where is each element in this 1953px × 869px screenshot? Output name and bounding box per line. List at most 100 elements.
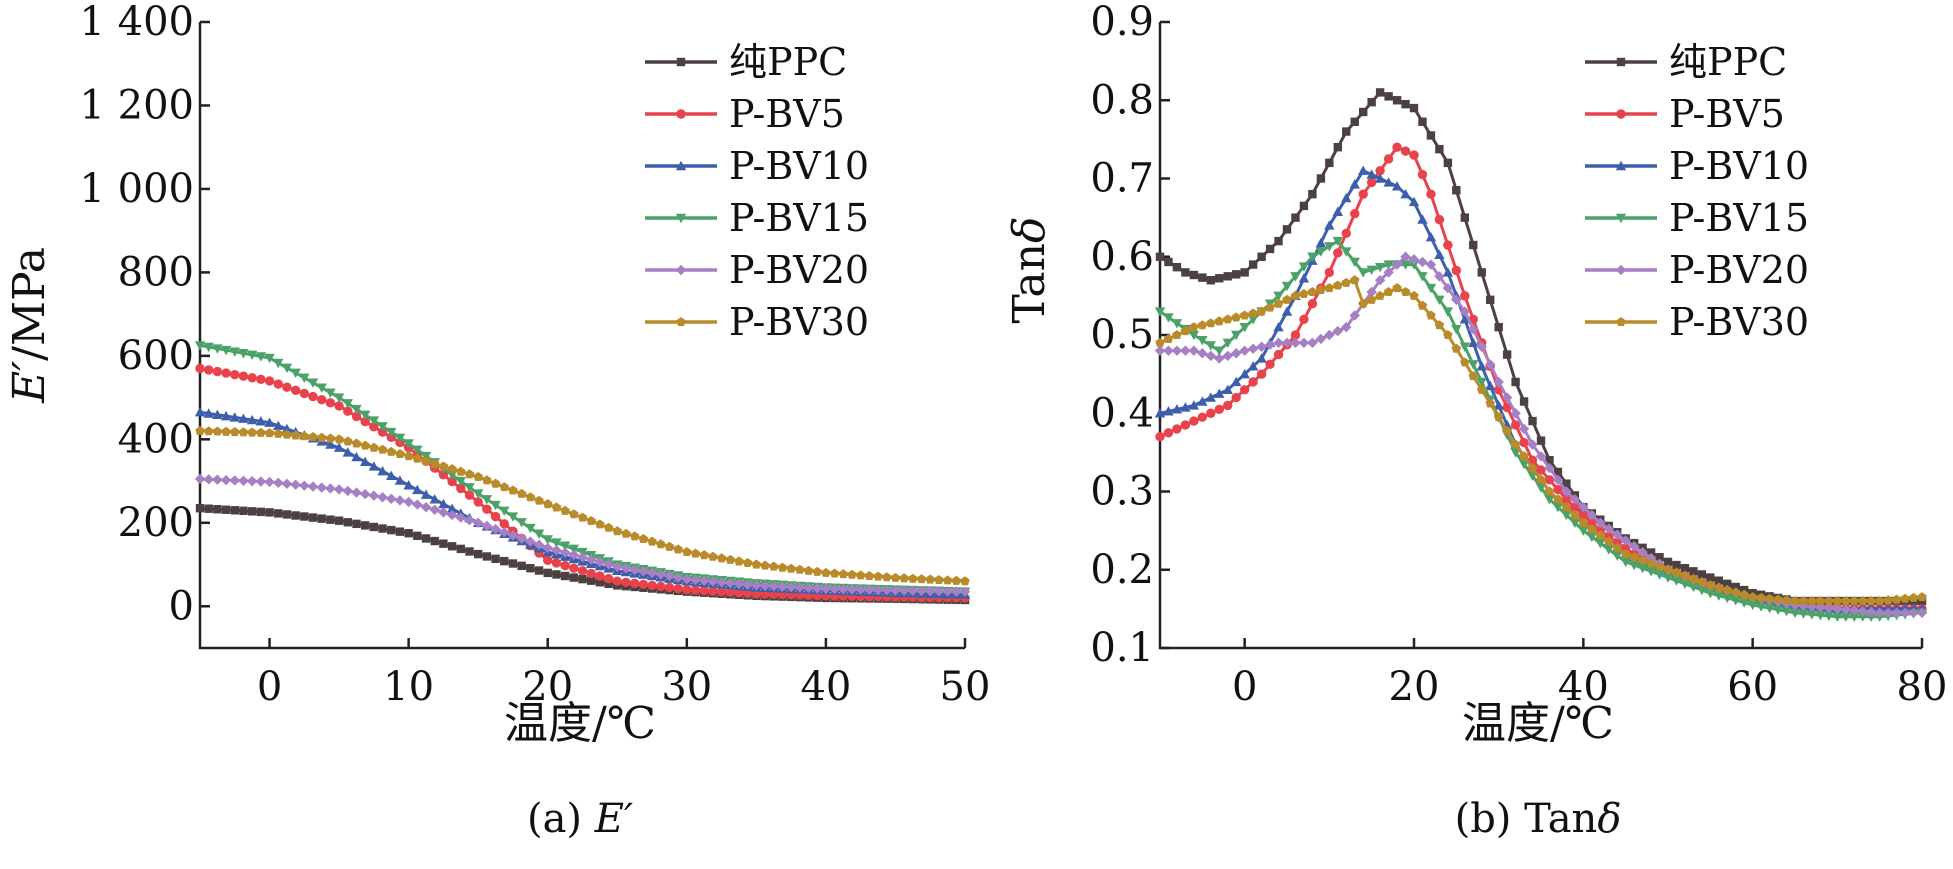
data-point — [473, 471, 483, 481]
data-point — [438, 507, 449, 518]
data-point — [1553, 467, 1563, 477]
chart-b-y-axis-text: Tan — [1004, 243, 1055, 324]
y-tick-label: 200 — [118, 500, 194, 546]
data-point — [1409, 150, 1419, 160]
data-point — [220, 474, 232, 486]
x-tick-label: 30 — [661, 664, 712, 710]
data-point — [1494, 322, 1503, 332]
data-point — [229, 475, 240, 486]
data-point — [490, 511, 501, 522]
data-point — [551, 544, 562, 556]
data-point — [1222, 350, 1233, 362]
data-point — [1772, 605, 1784, 615]
data-point — [481, 520, 493, 532]
data-point — [1189, 270, 1199, 280]
data-point — [516, 533, 527, 544]
data-point — [1374, 262, 1386, 273]
data-point — [265, 508, 274, 517]
data-point — [1205, 392, 1216, 402]
data-point — [1628, 560, 1640, 571]
data-point — [1874, 607, 1885, 618]
data-point — [1671, 576, 1682, 586]
data-point — [246, 350, 258, 361]
data-point — [290, 385, 301, 395]
data-point — [203, 342, 214, 353]
data-point — [1324, 267, 1335, 278]
data-point — [256, 507, 266, 517]
data-point — [647, 580, 657, 591]
chart-b-x-axis-title: 温度/℃ — [1462, 698, 1614, 749]
data-point — [1408, 260, 1420, 270]
data-point — [1256, 341, 1267, 352]
y-tick-label: 800 — [118, 249, 194, 295]
data-point — [212, 426, 223, 436]
data-point — [1595, 530, 1606, 540]
data-point — [708, 586, 718, 596]
data-point — [1307, 337, 1318, 349]
data-point — [1154, 345, 1166, 356]
data-point — [1595, 538, 1606, 549]
data-point — [316, 432, 327, 442]
data-point — [1569, 518, 1581, 528]
data-point — [812, 566, 822, 576]
y-tick-label: 0.4 — [1090, 390, 1154, 436]
data-point — [421, 534, 431, 543]
data-point — [316, 482, 327, 493]
data-point — [403, 480, 414, 490]
data-point — [1485, 380, 1496, 391]
data-point — [881, 584, 892, 596]
data-point — [342, 399, 353, 409]
data-point — [447, 476, 457, 487]
data-point — [1510, 439, 1521, 449]
data-point — [360, 416, 370, 427]
data-point — [438, 498, 449, 509]
x-tick-label: 20 — [1389, 664, 1440, 710]
data-point — [577, 552, 588, 563]
data-point — [1476, 361, 1487, 371]
data-point — [646, 567, 658, 579]
data-point — [343, 518, 352, 527]
data-point — [1561, 486, 1572, 497]
data-point — [1501, 392, 1513, 403]
data-point — [1603, 536, 1614, 546]
data-point — [1815, 596, 1826, 606]
data-point — [273, 477, 284, 489]
legend-entry: P-BV15 — [1585, 196, 1809, 240]
data-point — [1383, 260, 1394, 270]
y-tick-label: 0.8 — [1090, 77, 1154, 123]
data-point — [1586, 532, 1597, 543]
chart-b-axes: 0.1 0.2 0.3 0.4 0.5 0.6 0.7 0.8 0.9 0 20 40 60 80 — [1090, 0, 1947, 710]
data-point — [1155, 337, 1165, 347]
data-point — [1587, 524, 1597, 534]
data-point — [1459, 306, 1470, 317]
data-point — [742, 557, 753, 568]
data-point — [499, 506, 510, 517]
data-point — [395, 527, 405, 536]
data-point — [473, 549, 483, 559]
data-point — [1612, 542, 1622, 552]
data-point — [960, 576, 970, 586]
data-point — [255, 416, 267, 426]
data-point — [403, 439, 414, 449]
data-point — [395, 448, 405, 458]
data-point — [1713, 591, 1724, 601]
data-point — [1679, 579, 1691, 590]
data-point — [325, 388, 336, 398]
data-point — [472, 489, 484, 499]
data-point — [203, 408, 214, 418]
data-point — [595, 571, 605, 581]
data-point — [1840, 604, 1851, 615]
chart-b-y-axis-title: Tanδ — [1004, 216, 1055, 323]
data-point — [1578, 510, 1589, 520]
data-point — [1315, 333, 1327, 345]
y-tick-label: 0.6 — [1090, 234, 1154, 280]
data-point — [446, 509, 458, 521]
data-point — [1443, 330, 1453, 340]
data-point — [751, 580, 762, 591]
chart-a-y-axis-unit: /MPa — [4, 247, 55, 361]
data-point — [525, 536, 536, 547]
legend-label: P-BV20 — [729, 248, 869, 292]
data-point — [1510, 420, 1521, 430]
data-point — [1477, 268, 1486, 277]
data-point — [1358, 165, 1369, 175]
